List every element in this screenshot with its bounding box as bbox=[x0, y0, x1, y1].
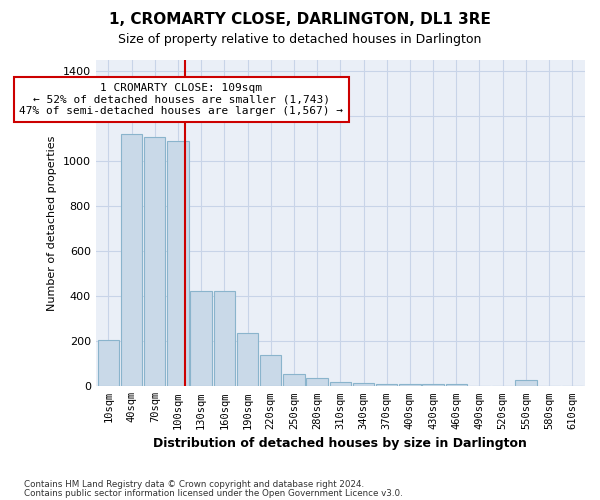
Text: Contains public sector information licensed under the Open Government Licence v3: Contains public sector information licen… bbox=[24, 490, 403, 498]
Bar bbox=[515, 380, 536, 386]
Text: 1, CROMARTY CLOSE, DARLINGTON, DL1 3RE: 1, CROMARTY CLOSE, DARLINGTON, DL1 3RE bbox=[109, 12, 491, 28]
Bar bbox=[399, 384, 421, 386]
X-axis label: Distribution of detached houses by size in Darlington: Distribution of detached houses by size … bbox=[154, 437, 527, 450]
Bar bbox=[190, 290, 212, 386]
Bar bbox=[422, 384, 444, 386]
Bar bbox=[167, 141, 188, 386]
Text: Contains HM Land Registry data © Crown copyright and database right 2024.: Contains HM Land Registry data © Crown c… bbox=[24, 480, 364, 489]
Bar bbox=[283, 374, 305, 386]
Bar bbox=[376, 384, 397, 386]
Bar bbox=[446, 384, 467, 386]
Bar bbox=[260, 355, 281, 386]
Bar bbox=[237, 334, 258, 386]
Bar bbox=[307, 378, 328, 386]
Text: 1 CROMARTY CLOSE: 109sqm
← 52% of detached houses are smaller (1,743)
47% of sem: 1 CROMARTY CLOSE: 109sqm ← 52% of detach… bbox=[19, 83, 343, 116]
Bar bbox=[98, 340, 119, 386]
Bar bbox=[214, 290, 235, 386]
Text: Size of property relative to detached houses in Darlington: Size of property relative to detached ho… bbox=[118, 32, 482, 46]
Bar bbox=[353, 383, 374, 386]
Bar bbox=[144, 136, 166, 386]
Bar bbox=[329, 382, 351, 386]
Bar bbox=[121, 134, 142, 386]
Y-axis label: Number of detached properties: Number of detached properties bbox=[47, 136, 57, 311]
